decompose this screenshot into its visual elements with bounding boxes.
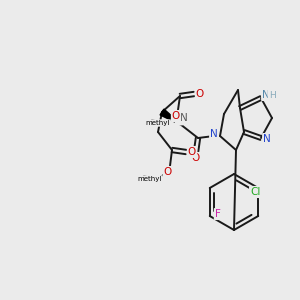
Text: N: N [180, 113, 188, 123]
Text: F: F [215, 209, 221, 219]
Text: H: H [176, 116, 182, 124]
Text: methyl: methyl [146, 120, 170, 126]
Text: O: O [172, 111, 180, 121]
Text: Cl: Cl [250, 187, 260, 197]
Text: O: O [188, 147, 196, 157]
Text: H: H [268, 91, 275, 100]
Polygon shape [160, 109, 180, 124]
Text: O: O [164, 167, 172, 177]
Text: methyl: methyl [138, 176, 162, 182]
Text: N: N [262, 90, 270, 100]
Text: N: N [263, 134, 271, 144]
Text: N: N [210, 129, 218, 139]
Text: O: O [196, 89, 204, 99]
Text: O: O [192, 153, 200, 163]
